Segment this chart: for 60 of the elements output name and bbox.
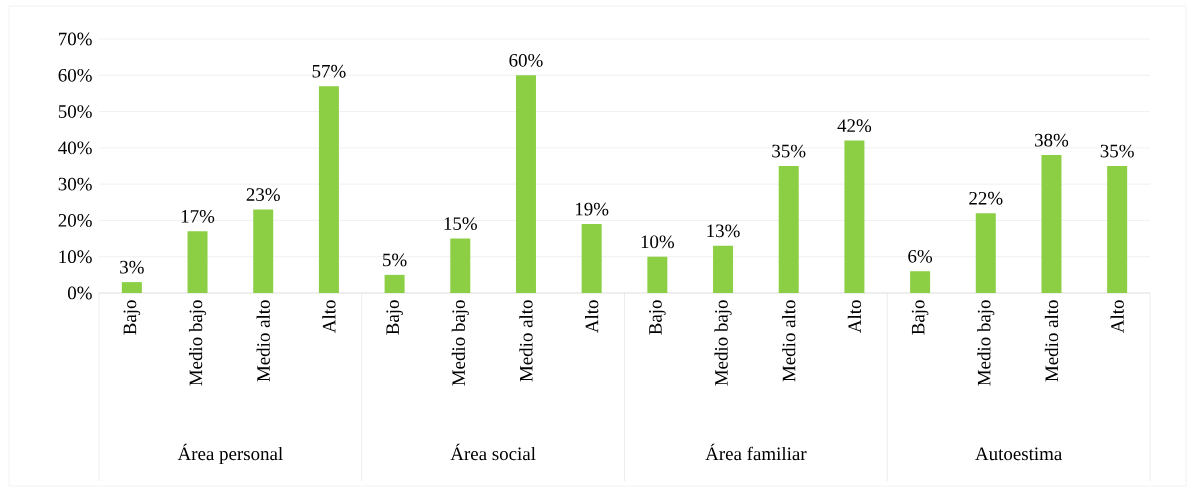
data-label: 5%: [383, 253, 407, 267]
bar: [515, 75, 536, 293]
data-label: 13%: [707, 224, 740, 238]
y-tick-label: 60%: [58, 68, 92, 82]
text: Área familiar: [705, 443, 807, 461]
text: Área social: [450, 443, 536, 461]
bar: [318, 86, 339, 293]
x-tick-label: Bajo: [649, 300, 666, 335]
x-tick-label: Medio bajo: [451, 300, 469, 386]
data-label: 60%: [509, 53, 543, 67]
y-tick-label: 70%: [59, 32, 92, 46]
bar: [1041, 155, 1062, 293]
data-label: 3%: [120, 260, 144, 274]
data-label: 10%: [641, 235, 675, 249]
x-tick-label: Alto: [585, 300, 599, 333]
x-tick-label: Medio alto: [519, 300, 533, 382]
x-tick-label: Medio alto: [256, 300, 270, 382]
x-tick-label: Medio bajo: [188, 300, 207, 386]
bar: [778, 166, 799, 293]
y-tick-label: 0%: [67, 286, 92, 300]
data-label: 35%: [772, 144, 806, 158]
data-label: 35%: [1100, 144, 1134, 158]
x-tick-label: Medio alto: [1044, 300, 1059, 382]
y-tick-label: 30%: [58, 177, 92, 191]
y-tick-label: 50%: [58, 105, 92, 118]
y-tick-label: 40%: [58, 141, 92, 155]
text: Área personal: [177, 443, 283, 465]
bar: [581, 224, 602, 293]
data-label: 23%: [246, 188, 280, 202]
x-tick-label: Bajo: [123, 300, 141, 335]
x-tick-label: Alto: [322, 300, 336, 333]
bar: [187, 231, 208, 293]
bar: [844, 140, 865, 293]
data-label: 6%: [908, 249, 933, 263]
data-label: 19%: [575, 202, 609, 216]
y-tick-label: 20%: [58, 214, 92, 227]
x-tick-label: Bajo: [386, 300, 403, 335]
bar: [713, 245, 734, 293]
x-tick-label: Medio bajo: [714, 300, 732, 386]
x-tick-label: Alto: [847, 300, 862, 333]
data-label: 15%: [444, 217, 477, 231]
bar: [910, 271, 931, 293]
bar: [647, 256, 668, 293]
x-tick-label: Medio bajo: [977, 300, 995, 386]
data-label: 17%: [181, 209, 215, 223]
data-label: 22%: [969, 191, 1003, 205]
x-tick-label: Medio alto: [782, 300, 796, 382]
text: Autoestima: [975, 447, 1063, 461]
bar: [450, 238, 471, 293]
bar: [975, 213, 996, 293]
bar: [121, 282, 142, 293]
x-tick-label: Alto: [1110, 300, 1124, 333]
data-label: 42%: [837, 119, 872, 133]
x-tick-label: Bajo: [911, 300, 929, 335]
bar: [253, 209, 274, 293]
y-tick-label: 10%: [59, 250, 92, 264]
data-label: 57%: [312, 64, 346, 78]
bar: [384, 274, 405, 293]
data-label: 38%: [1035, 133, 1069, 147]
bar: [1107, 166, 1128, 293]
